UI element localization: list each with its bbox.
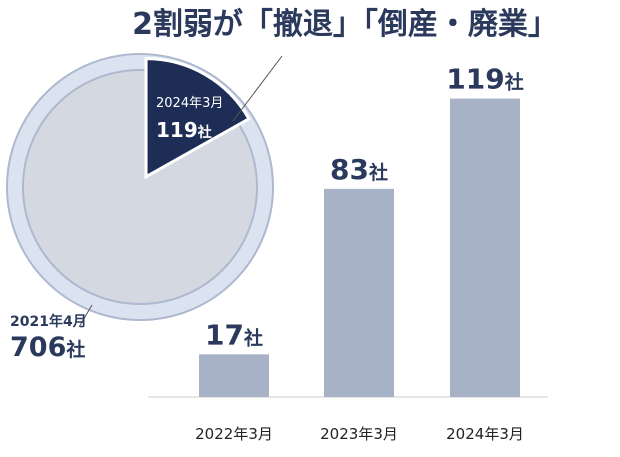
pie-chart: 2024年3月 119社 2021年4月 706社 (6, 53, 283, 363)
pie-callout-line (232, 55, 283, 122)
bar-value-label: 119社 (446, 63, 523, 96)
x-tick-label: 2023年3月 (320, 425, 398, 443)
bar-value-label: 17社 (205, 318, 263, 351)
pie-total-value-label: 706社 (10, 332, 85, 363)
bar (450, 98, 520, 397)
pie-slice-period-label: 2024年3月 (156, 96, 223, 111)
x-tick-label: 2022年3月 (195, 425, 273, 443)
pie-total-period-label: 2021年4月 (10, 313, 87, 330)
pie-slice-highlight (144, 57, 251, 180)
bar-value-label: 83社 (330, 153, 388, 186)
headline-title: 2割弱が「撤退」「倒産・廃業」 (132, 7, 558, 42)
bar-chart: 17社 2022年3月 83社 2023年3月 119社 2024年3月 (195, 63, 524, 443)
pie-slice-value-label: 119社 (156, 118, 212, 142)
bar (199, 354, 269, 397)
bar (324, 188, 394, 397)
x-tick-label: 2024年3月 (446, 425, 524, 443)
pie-total-callout-line (78, 304, 93, 328)
